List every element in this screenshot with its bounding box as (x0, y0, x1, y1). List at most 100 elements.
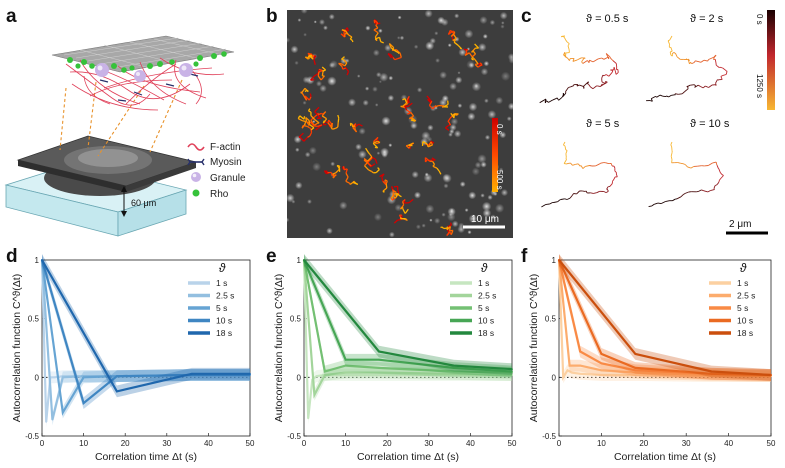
traj-scalebar-label: 2 μm (729, 219, 751, 230)
granule-track (393, 214, 408, 224)
y-tick-label: 1 (552, 256, 557, 265)
x-tick-label: 20 (639, 439, 648, 448)
trajectory-paths (539, 35, 728, 208)
data-point (53, 376, 56, 379)
granule-spot (304, 151, 311, 158)
data-point (600, 374, 603, 376)
granule-track (304, 52, 317, 65)
x-axis-label: Correlation time Δt (s) (357, 451, 459, 463)
data-point (770, 374, 772, 376)
legend-f-actin: F-actin (210, 142, 241, 153)
granule-spot (500, 71, 511, 81)
panel-label-c: c (521, 6, 532, 27)
granule-track (363, 159, 380, 174)
granule-spot (348, 98, 356, 107)
granule-spot (449, 123, 457, 131)
data-point (377, 374, 380, 376)
granule-spot (482, 208, 492, 218)
granule-spot (358, 127, 366, 135)
granule-spot (425, 204, 435, 214)
granule-spot (507, 53, 513, 61)
legend-label: 10 s (737, 316, 753, 326)
granule-track (341, 165, 359, 186)
data-point (41, 259, 43, 261)
granule-track (440, 222, 454, 236)
x-tick-label: 40 (724, 439, 733, 448)
data-point (307, 417, 310, 420)
y-axis-label: Autocorrelation function C^ϑ(Δt) (273, 274, 285, 422)
granule-spot (466, 60, 476, 69)
y-tick-label: 1 (297, 256, 302, 265)
granule-track (471, 56, 483, 68)
x-tick-label: 10 (341, 439, 350, 448)
data-point (452, 370, 455, 373)
series-2.5-s (302, 254, 513, 401)
granule-spot (478, 43, 487, 52)
granule-spot (484, 134, 491, 140)
data-point (452, 372, 455, 375)
granule-spot (415, 224, 421, 230)
granule-spot (480, 68, 489, 76)
granule-spot (499, 167, 504, 172)
granule-spot (487, 194, 493, 200)
data-point (579, 364, 582, 367)
granule-spot (434, 31, 439, 36)
x-tick-label: 30 (682, 439, 691, 448)
confidence-band (304, 254, 512, 375)
data-point (115, 390, 118, 393)
granule-icon (191, 172, 201, 182)
y-tick-label: 1 (35, 256, 40, 265)
series-line (303, 259, 513, 371)
granule-spot (441, 212, 446, 217)
granule-spot (376, 72, 382, 78)
legend-title: ϑ (481, 261, 488, 275)
data-point (115, 375, 118, 378)
granule-spot (313, 20, 317, 24)
granule-spot (297, 18, 302, 22)
granule-spot (425, 41, 435, 51)
granule-spot (303, 32, 307, 37)
granule-spot (495, 203, 505, 213)
data-point (600, 362, 603, 365)
granule-spot (467, 112, 476, 121)
x-tick-label: 10 (79, 439, 88, 448)
granule-spot (467, 230, 472, 235)
granule-spot (487, 110, 497, 119)
data-point (634, 352, 637, 355)
granule-spot (388, 143, 393, 148)
trajectory-2 (646, 35, 728, 102)
granule-tracks (297, 19, 483, 236)
confidence-band (304, 254, 512, 378)
data-point (511, 374, 513, 376)
granule-spot (468, 102, 478, 112)
granule-spot (362, 99, 369, 106)
granule-track (445, 112, 459, 131)
plot-frame (558, 259, 772, 437)
granule-spot (482, 33, 488, 39)
granule-spot (309, 146, 317, 155)
granule-track (405, 142, 415, 150)
granule-spot (375, 103, 379, 107)
granule-spot (483, 60, 490, 67)
zoom-lines (59, 79, 183, 157)
granule-spot (453, 130, 462, 138)
panel-a-legend: F-actin Myosin Granule Rho (187, 142, 246, 200)
x-tick-label: 0 (40, 439, 45, 448)
granule-track (314, 106, 328, 124)
legend-label: 2.5 s (216, 291, 234, 301)
data-point (51, 418, 54, 421)
granule-spot (448, 132, 453, 137)
granule-spot (479, 16, 488, 25)
granule-spot (451, 220, 459, 228)
legend-label: 10 s (216, 316, 232, 326)
data-point (377, 371, 380, 374)
granule-spot (379, 72, 389, 82)
granule-spot (365, 25, 371, 31)
trajectory-4 (648, 141, 724, 208)
myosin-icon (187, 158, 205, 166)
granule-spot (394, 204, 402, 212)
traj-colorbar (767, 10, 775, 110)
x-tick-label: 50 (508, 439, 517, 448)
granule-spot (372, 86, 378, 92)
data-point (452, 367, 455, 369)
